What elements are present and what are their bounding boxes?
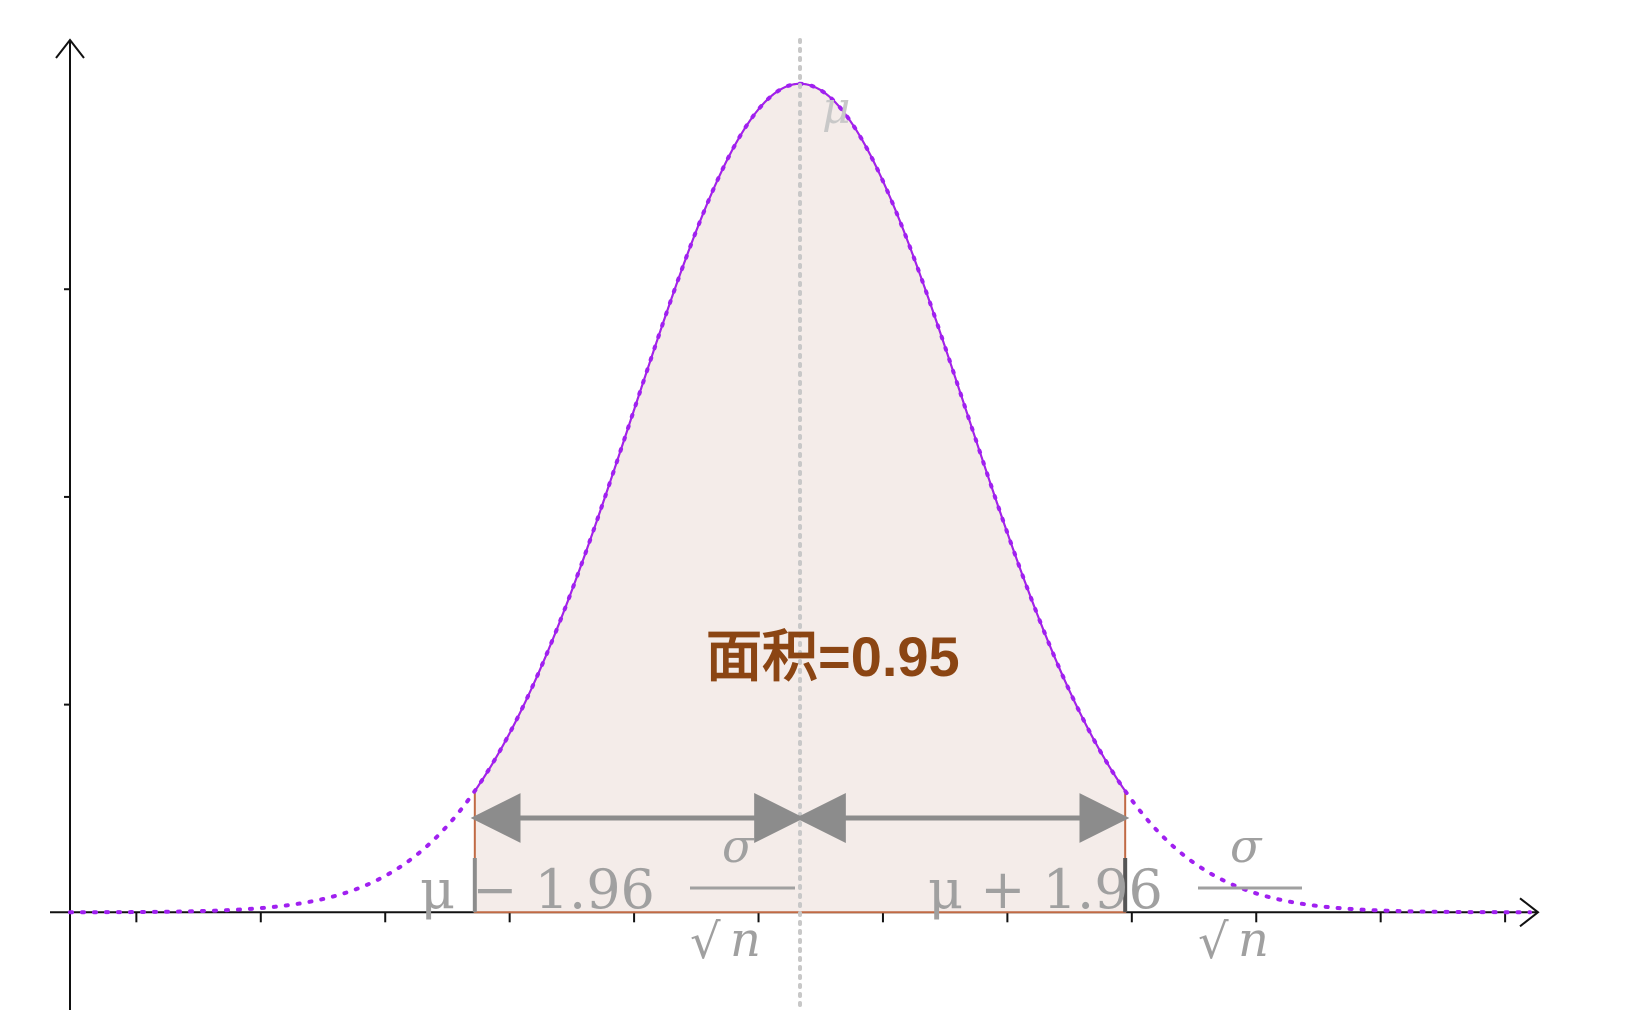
right-radical-sign: √ [1198, 914, 1229, 970]
mean-label: μ [822, 83, 851, 134]
left-radicand: n [730, 912, 761, 968]
left-interval-formula: μ − 1.96 σ √ n [420, 819, 795, 970]
left-formula-numerator: σ [722, 819, 755, 873]
dimension-layer [470, 793, 1130, 913]
area-label: 面积=0.95 [706, 625, 960, 688]
right-formula-numerator: σ [1230, 819, 1263, 873]
right-interval-formula: μ + 1.96 σ √ n [928, 819, 1302, 970]
y-axis-arrowhead [55, 38, 85, 59]
x-axis-arrowhead [1519, 897, 1540, 928]
right-formula-prefix: μ + 1.96 [928, 858, 1163, 921]
left-radical-sign: √ [690, 914, 721, 970]
right-radicand: n [1238, 912, 1269, 968]
left-formula-prefix: μ − 1.96 [420, 858, 655, 921]
